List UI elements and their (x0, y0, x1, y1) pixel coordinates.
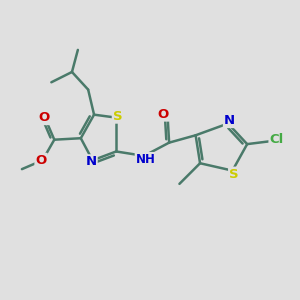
Text: O: O (38, 111, 50, 124)
Text: O: O (35, 154, 47, 167)
Text: O: O (158, 108, 169, 121)
Text: S: S (113, 110, 122, 123)
Text: S: S (229, 168, 239, 181)
Text: N: N (85, 155, 97, 168)
Text: N: N (224, 114, 235, 127)
Text: Cl: Cl (269, 133, 284, 146)
Text: NH: NH (136, 153, 155, 166)
